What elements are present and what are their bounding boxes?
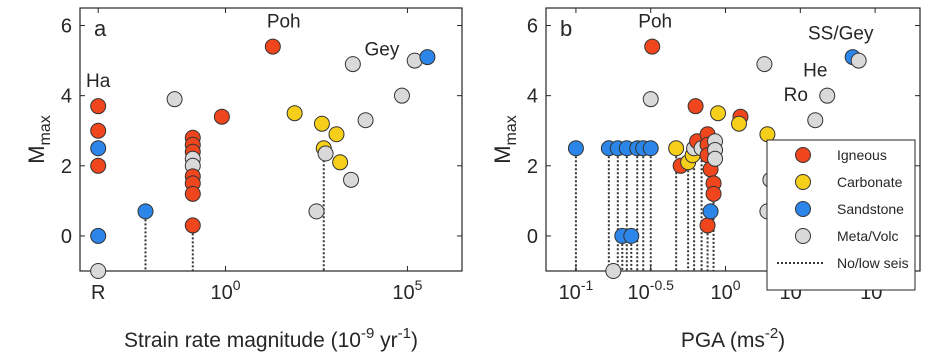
- panel-a-point-meta-volc: [343, 171, 360, 188]
- panel-a-xlabel: Strain rate magnitude (10-9 yr-1): [124, 325, 418, 352]
- panel-b-point-meta-volc: [642, 91, 659, 108]
- panel-b-annotation: Poh: [638, 11, 672, 32]
- panel-b-annotation: Ro: [784, 85, 808, 106]
- panel-a-point-sandstone: [90, 227, 107, 244]
- panel-a-annotation: Gey: [365, 39, 400, 60]
- panel-b-point-carbonate: [759, 126, 776, 143]
- panel-a-point-igneous: [264, 38, 281, 55]
- panel-a-point-carbonate: [332, 154, 349, 171]
- panel-a-point-carbonate: [286, 105, 303, 122]
- panel-b-point-meta-volc: [807, 112, 824, 129]
- panel-b-point-igneous: [699, 217, 716, 234]
- panel-b-point-carbonate: [730, 115, 747, 132]
- panel-a-point-meta-volc: [393, 87, 410, 104]
- panel-a-xtick-label: R: [91, 282, 105, 304]
- legend-label: Meta/Volc: [837, 228, 898, 244]
- panel-a-annotation: Poh: [267, 11, 301, 32]
- legend-label: Sandstone: [837, 201, 904, 217]
- panel-b-point-sandstone: [642, 140, 659, 157]
- panel-b-xtick-label: 10-0.5: [628, 277, 675, 304]
- legend-label: Igneous: [837, 147, 887, 163]
- panel-a-ytick-label: 2: [61, 156, 72, 178]
- panel-b-annotation: SS/Gey: [808, 24, 874, 45]
- panel-b-point-sandstone: [702, 203, 719, 220]
- panel-a-point-meta-volc: [308, 203, 325, 220]
- panel-a-letter: a: [94, 16, 107, 41]
- panel-a-ytick-label: 6: [61, 16, 72, 38]
- panel-b-ylabel: Mmax: [490, 115, 520, 164]
- panel-b-point-meta-volc: [850, 52, 867, 69]
- panel-a-point-meta-volc: [357, 112, 374, 129]
- legend-swatch-meta-volc: [795, 228, 811, 244]
- legend-swatch-sandstone: [795, 201, 811, 217]
- panel-a-xtick-label: 105: [392, 277, 422, 304]
- panel-a-point-igneous: [90, 122, 107, 139]
- panel-a-point-meta-volc: [166, 91, 183, 108]
- panel-b-annotation: He: [803, 60, 827, 81]
- panel-a-ytick-label: 0: [61, 226, 72, 248]
- panel-b-point-meta-volc: [707, 150, 724, 167]
- panel-b-xtick-label: 100: [710, 277, 740, 304]
- panel-b-letter: b: [560, 16, 572, 41]
- panel-b-ytick-label: 4: [527, 86, 538, 108]
- panel-a-point-igneous: [90, 157, 107, 174]
- panel-a-annotation: Ha: [86, 71, 111, 92]
- panel-a-point-sandstone: [90, 140, 107, 157]
- panel-a-point-sandstone: [419, 49, 436, 66]
- panel-b-point-meta-volc: [605, 263, 622, 279]
- panel-b-point-igneous: [705, 185, 722, 202]
- panel-b-point-meta-volc: [756, 56, 773, 73]
- panel-a-point-igneous: [90, 98, 107, 115]
- panel-b-axes-frame: [545, 7, 921, 272]
- panel-a-point-igneous: [184, 217, 201, 234]
- legend-swatch-igneous: [795, 147, 811, 163]
- panel-b-xtick-label: 10-1: [559, 277, 594, 304]
- panel-a-axes-frame: [79, 7, 463, 272]
- panel-a-point-igneous: [184, 185, 201, 202]
- panel-b-point-igneous: [644, 38, 661, 55]
- panel-b-point-sandstone: [623, 227, 640, 244]
- panel-a-point-meta-volc: [344, 56, 361, 73]
- legend-label: Carbonate: [837, 174, 903, 190]
- panel-a-point-sandstone: [137, 203, 154, 220]
- panel-a-point-carbonate: [313, 115, 330, 132]
- panel-b-ytick-label: 0: [527, 226, 538, 248]
- panel-a-xtick-label: 100: [211, 277, 241, 304]
- panel-a-point-igneous: [213, 108, 230, 125]
- panel-b-point-sandstone: [567, 140, 584, 157]
- panel-a-point-meta-volc: [90, 263, 107, 279]
- legend-label: No/low seis: [837, 255, 909, 271]
- panel-b-point-carbonate: [668, 140, 685, 157]
- panel-b-ytick-label: 6: [527, 16, 538, 38]
- panel-b-point-carbonate: [710, 105, 727, 122]
- panel-a-point-carbonate: [328, 126, 345, 143]
- panel-a-point-meta-volc: [317, 145, 334, 162]
- panel-a-ytick-label: 4: [61, 86, 72, 108]
- panel-a: 0 2 4 6 R 100 105 a Mmax Strain rate magnitude (1…: [24, 7, 463, 352]
- legend-box: [766, 139, 916, 291]
- panel-a-ylabel: Mmax: [24, 115, 54, 164]
- panel-b-point-igneous: [687, 98, 704, 115]
- panel-b-xlabel: PGA (ms-2): [681, 325, 785, 352]
- panel-b-ytick-label: 2: [527, 156, 538, 178]
- legend-swatch-carbonate: [795, 174, 811, 190]
- panel-b-point-meta-volc: [819, 87, 836, 104]
- legend: Igneous Carbonate Sandstone Meta/Volc No/low…: [766, 139, 916, 291]
